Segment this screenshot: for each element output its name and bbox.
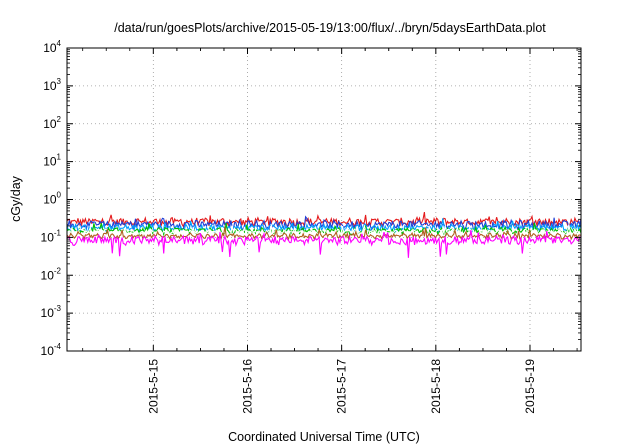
y-tick-label: 103: [43, 77, 61, 93]
series-line: [66, 215, 582, 232]
y-tick-label: 104: [43, 39, 61, 55]
y-axis-ticks: 10-4 10-3 10-2 10-1 100 101 102 103 104: [41, 39, 581, 358]
series-line: [66, 230, 582, 258]
series-line: [66, 226, 582, 241]
y-axis-label: cGy/day: [9, 175, 23, 222]
y-tick-label: 10-1: [41, 228, 62, 244]
x-axis-label: Coordinated Universal Time (UTC): [228, 430, 420, 444]
y-tick-label: 100: [43, 191, 61, 207]
x-tick-label: 2015-5-16: [240, 359, 254, 414]
x-tick-label: 2015-5-18: [429, 359, 443, 414]
x-tick-label: 2015-5-15: [146, 359, 160, 414]
y-tick-label: 102: [43, 115, 61, 131]
y-tick-label: 10-3: [41, 304, 62, 320]
x-tick-label: 2015-5-19: [523, 359, 537, 414]
grid: [67, 48, 581, 351]
y-tick-label: 10-2: [41, 266, 62, 282]
y-tick-label: 101: [43, 153, 61, 169]
series-line: [66, 218, 582, 234]
x-axis-ticks: 2015-5-15 2015-5-16 2015-5-17 2015-5-18 2015…: [82, 48, 578, 414]
y-tick-label: 10-4: [41, 342, 62, 358]
x-tick-label: 2015-5-17: [335, 359, 349, 414]
series-line: [66, 224, 582, 238]
series-layer: [66, 211, 582, 258]
chart-title: /data/run/goesPlots/archive/2015-05-19/1…: [114, 21, 546, 35]
